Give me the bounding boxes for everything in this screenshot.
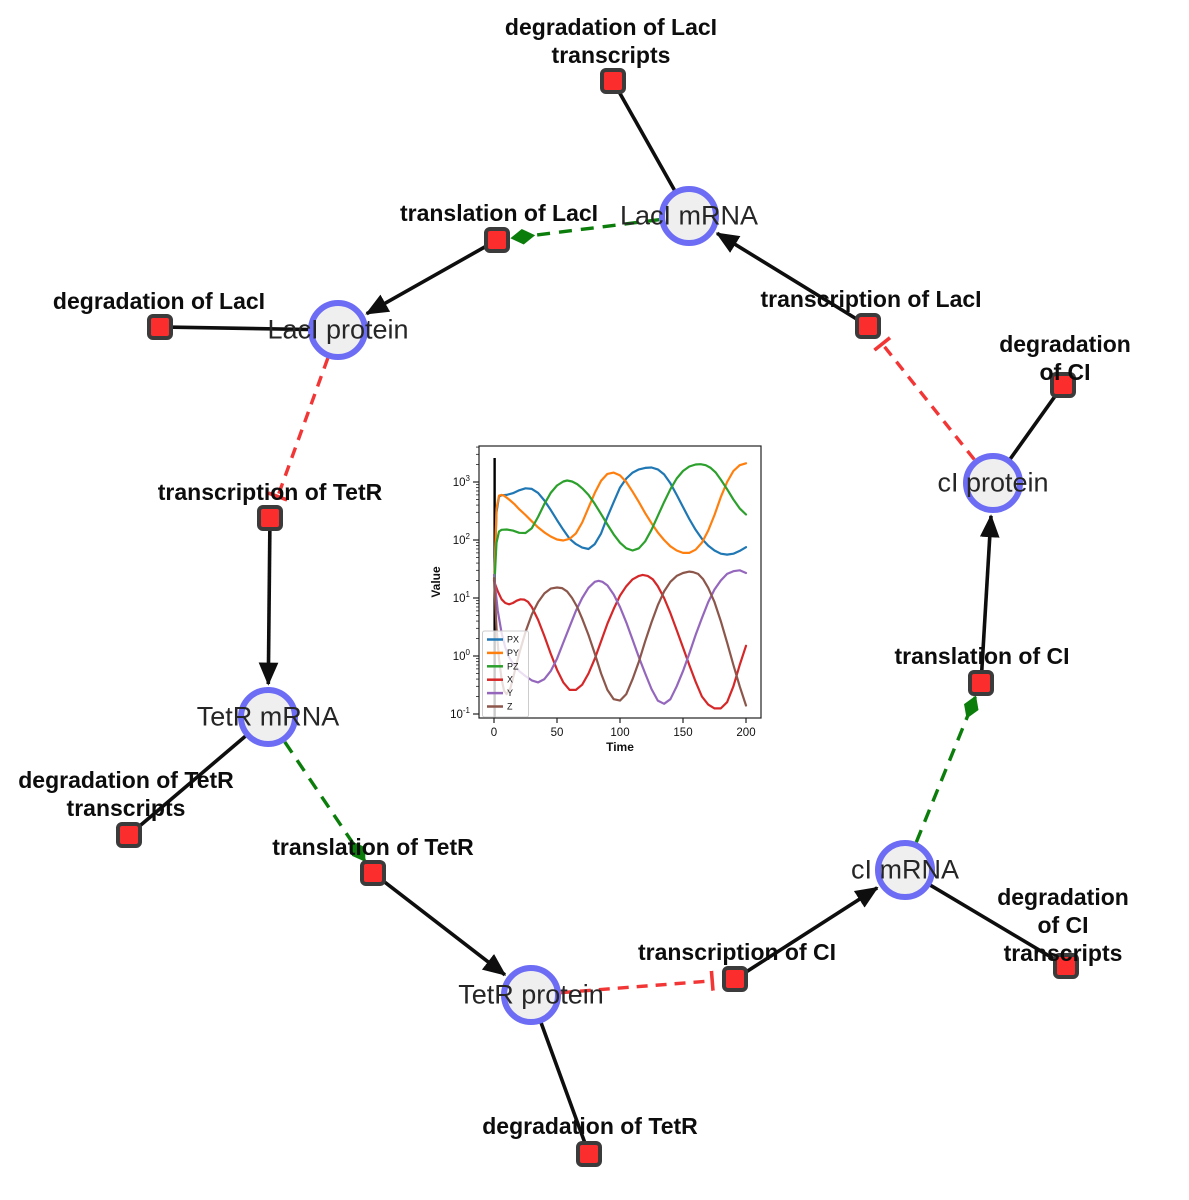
edge-activation-ci_mrna-translation_ci (914, 695, 979, 843)
species-label-ci_protein: cI protein (937, 467, 1049, 498)
chart-series-Z (492, 570, 748, 707)
edge-line-deg_ci-ci_protein (1008, 388, 1061, 461)
reaction-label-deg_tetr: degradation of TetR (482, 1112, 698, 1139)
legend-label-PZ: PZ (507, 661, 519, 671)
edge-arrow-transcription_laci-laci_mrna (715, 231, 864, 325)
edge-line-deg_ci_tx-ci_mrna (928, 883, 1062, 965)
reaction-node-translation_tetr[interactable] (360, 860, 386, 886)
reaction-label-deg_laci_tx: degradation of LacI transcripts (504, 13, 718, 68)
species-label-tetr_mrna: TetR mRNA (196, 701, 340, 732)
y-tick-label: 10-1 (450, 706, 470, 721)
edge-inhibition-laci_protein-transcription_tetr (267, 357, 330, 502)
species-label-laci_mrna: LacI mRNA (619, 200, 759, 231)
reaction-label-deg_ci: degradation of CI (999, 330, 1131, 385)
reaction-node-transcription_laci[interactable] (855, 313, 881, 339)
reaction-label-translation_tetr: translation of TetR (272, 833, 474, 860)
chart-series-PZ (493, 463, 748, 582)
legend-frame (482, 630, 529, 718)
edge-inhibition-tetr_protein-transcription_ci (560, 970, 715, 995)
legend-label-Z: Z (507, 702, 513, 712)
reaction-label-translation_laci: translation of LacI (399, 199, 599, 226)
reaction-node-deg_tetr_tx[interactable] (116, 822, 142, 848)
x-tick-label: 50 (551, 727, 564, 739)
chart-series-PX (493, 466, 748, 572)
species-node-laci_mrna[interactable] (659, 186, 719, 246)
legend-label-Y: Y (507, 688, 513, 698)
chart-series-X (492, 573, 748, 710)
species-label-tetr_protein: TetR protein (458, 979, 604, 1010)
species-node-ci_mrna[interactable] (875, 840, 935, 900)
reaction-node-transcription_ci[interactable] (722, 966, 748, 992)
reaction-node-deg_tetr[interactable] (576, 1141, 602, 1167)
reaction-node-deg_laci[interactable] (147, 314, 173, 340)
edge-activation-laci_mrna-translation_laci (510, 218, 660, 245)
reaction-node-deg_ci[interactable] (1050, 372, 1076, 398)
species-node-laci_protein[interactable] (308, 300, 368, 360)
edge-line-deg_tetr-tetr_protein (539, 1021, 589, 1150)
x-tick-label: 100 (610, 727, 629, 739)
y-axis-title: Value (430, 566, 443, 598)
reaction-node-deg_laci_tx[interactable] (600, 68, 626, 94)
x-tick-label: 0 (491, 727, 497, 739)
species-label-laci_protein: LacI protein (267, 314, 409, 345)
reaction-node-translation_ci[interactable] (968, 670, 994, 696)
inset-chart: 10-1 100 101 102 103 0 50 100 150 200 Time Value PX P… (429, 435, 775, 765)
y-tick-label: 100 (453, 648, 471, 663)
chart-series-PY (493, 462, 748, 576)
y-tick-label: 101 (453, 590, 471, 605)
edge-arrow-translation_tetr-tetr_protein (376, 875, 507, 977)
y-tick-label: 103 (453, 474, 471, 489)
reaction-node-deg_ci_tx[interactable] (1053, 953, 1079, 979)
species-node-ci_protein[interactable] (963, 453, 1023, 513)
reaction-label-transcription_tetr: transcription of TetR (157, 478, 383, 505)
reaction-node-transcription_tetr[interactable] (257, 505, 283, 531)
edge-line-deg_tetr_tx-tetr_mrna (132, 734, 248, 833)
edge-activation-tetr_mrna-translation_tetr (283, 740, 367, 862)
reaction-label-transcription_ci: transcription of CI (637, 938, 837, 965)
reaction-label-translation_ci: translation of CI (894, 642, 1070, 669)
edge-line-deg_laci-laci_protein (165, 325, 310, 332)
edge-arrow-translation_laci-laci_protein (365, 241, 493, 316)
reaction-label-deg_ci_tx: degradation of CI transcripts (997, 883, 1129, 967)
reaction-label-transcription_laci: transcription of LacI (760, 285, 982, 312)
edge-arrow-translation_ci-ci_protein (979, 514, 1000, 678)
y-tick-label: 102 (453, 532, 471, 547)
reaction-node-translation_laci[interactable] (484, 227, 510, 253)
edge-inhibition-ci_protein-transcription_laci (873, 336, 976, 461)
species-label-ci_mrna: cI mRNA (851, 854, 959, 885)
x-axis-title: Time (606, 740, 634, 754)
edge-arrow-transcription_ci-ci_mrna (739, 886, 879, 978)
x-tick-label: 150 (673, 727, 692, 739)
species-node-tetr_mrna[interactable] (238, 687, 298, 747)
species-node-tetr_protein[interactable] (501, 965, 561, 1025)
edge-arrow-transcription_tetr-tetr_mrna (258, 523, 279, 686)
legend-label-X: X (507, 675, 513, 685)
chart-legend: PX PY PZ XYZ (482, 630, 529, 718)
reaction-label-deg_laci: degradation of LacI (52, 287, 266, 314)
legend-label-PY: PY (507, 648, 519, 658)
legend-label-PX: PX (507, 635, 519, 645)
x-tick-label: 200 (736, 727, 755, 739)
edge-line-deg_laci_tx-laci_mrna (614, 85, 677, 192)
reaction-label-deg_tetr_tx: degradation of TetR transcripts (18, 766, 234, 821)
